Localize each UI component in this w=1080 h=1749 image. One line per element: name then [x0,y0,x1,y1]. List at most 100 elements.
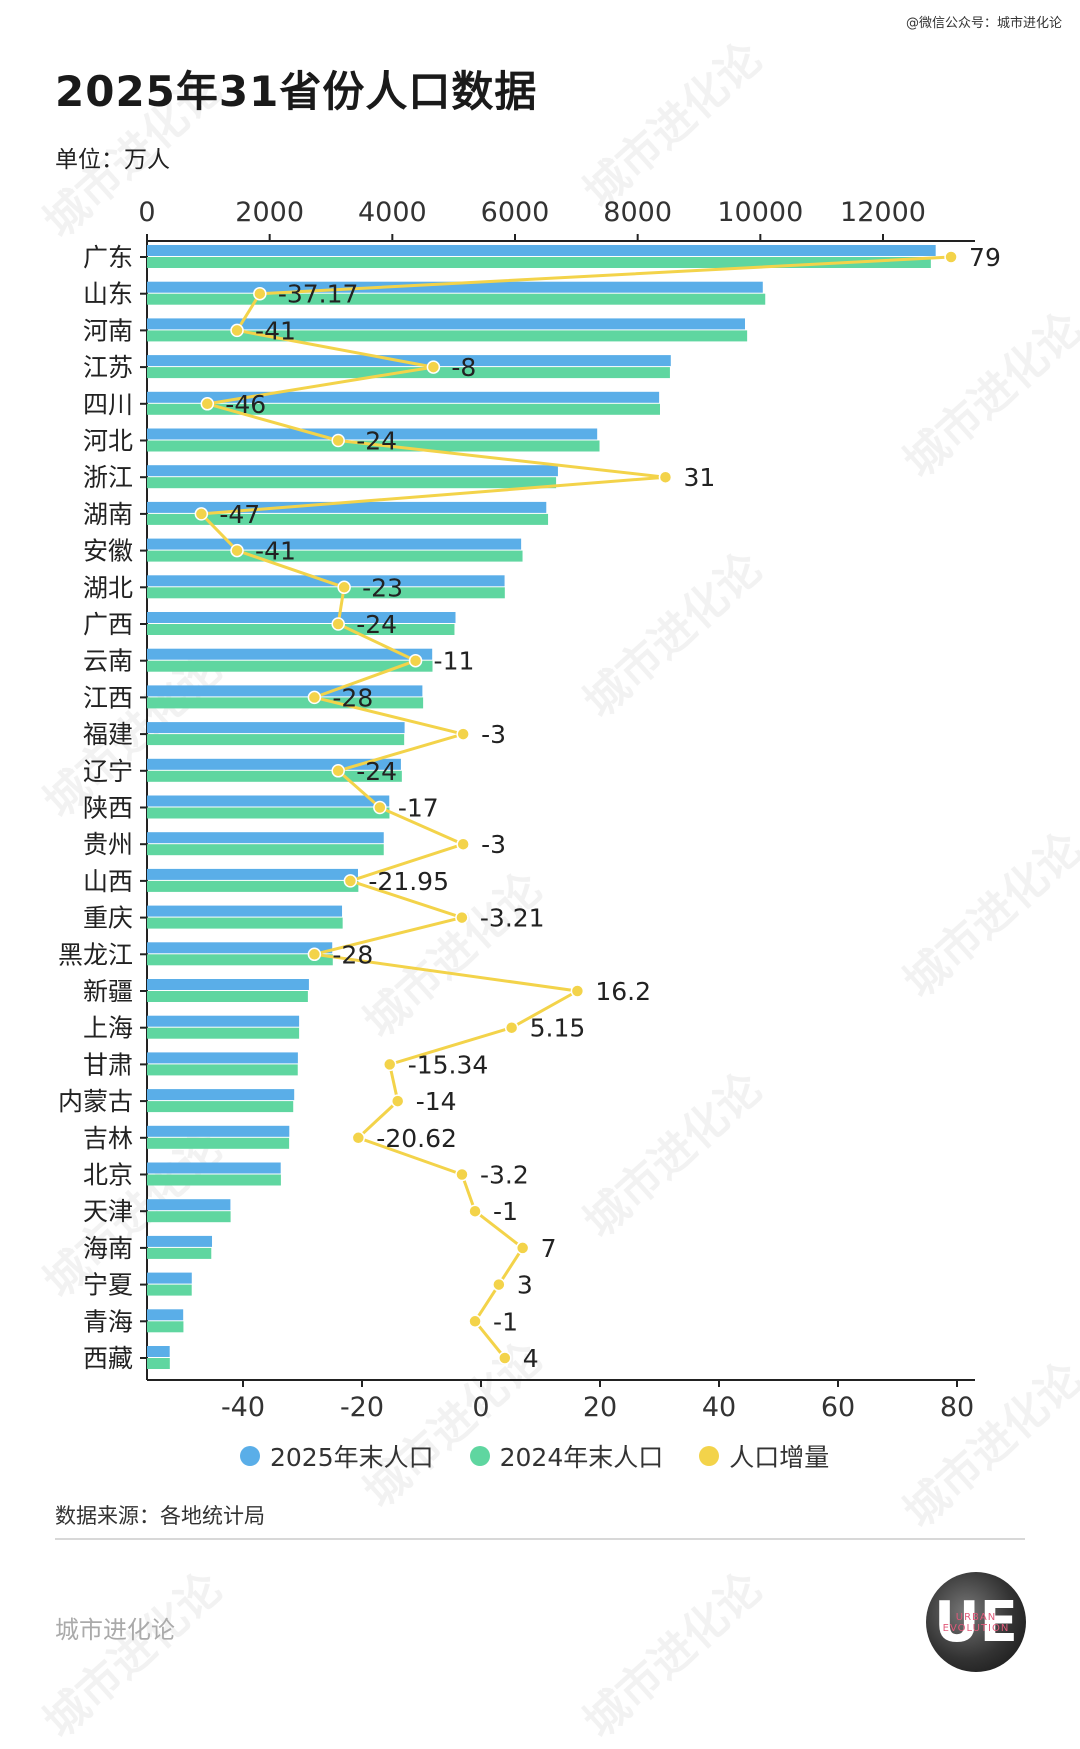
bar-2025 [147,648,433,660]
bar-2024 [147,917,343,929]
bar-2025 [147,538,522,550]
bar-2025 [147,1162,281,1174]
bottom-axis-tick-label: 20 [583,1392,617,1423]
increase-point [230,543,244,558]
increase-data-label: 79 [969,243,1001,272]
bar-2025 [147,1052,298,1064]
increase-point [253,286,267,301]
category-label: 宁夏 [83,1271,133,1300]
category-label: 山西 [83,867,133,896]
bar-2025 [147,685,423,697]
increase-data-label: 5.15 [530,1014,586,1043]
bar-2025 [147,868,358,880]
chart-title: 2025年31省份人口数据 [55,67,538,116]
increase-point [230,323,244,338]
increase-data-label: -3 [481,830,506,859]
bar-2025 [147,355,671,367]
bar-2025 [147,1199,231,1211]
bar-2024 [147,697,424,709]
bar-2025 [147,1125,290,1137]
bar-2025 [147,281,763,293]
bar-2025 [147,612,456,623]
bar-2024 [147,1174,281,1186]
bar-2024 [147,1247,212,1259]
increase-point [351,1131,366,1145]
increase-point [944,250,958,264]
bar-2025 [147,942,333,954]
bar-2024 [147,293,766,305]
top-axis-tick-label: 8000 [603,197,672,228]
legend-label-2025: 2025年末人口 [270,1443,434,1472]
category-label: 广东 [83,243,133,272]
brand-logo: UE [926,1572,1026,1672]
increase-point [658,470,673,484]
legend-swatch-2024 [469,1446,490,1466]
brand-logo-sub: URBAN EVOLUTION [942,1612,1010,1634]
increase-data-label: -1 [493,1307,518,1336]
bar-2024 [147,624,455,635]
legend-label-2024: 2024年末人口 [499,1443,664,1472]
bar-2024 [147,734,405,746]
category-label: 重庆 [83,904,133,933]
category-label: 黑龙江 [58,940,133,969]
category-label: 湖北 [83,573,133,602]
increase-point [504,1020,519,1035]
bar-2025 [147,391,660,403]
increase-data-label: -1 [493,1197,518,1226]
bar-2024 [147,1101,294,1113]
increase-point [498,1351,512,1365]
increase-data-label: 3 [517,1271,533,1300]
bar-2024 [147,550,523,562]
top-axis-tick-label: 4000 [358,197,427,228]
category-label: 天津 [83,1197,133,1226]
top-axis-tick-label: 12000 [840,197,926,228]
top-axis-tick-label: 10000 [717,197,803,228]
category-label: 河北 [83,427,133,456]
bar-2025 [147,1346,170,1357]
data-source: 数据来源：各地统计局 [55,1504,265,1528]
bar-2024 [147,954,333,966]
increase-data-label: -24 [356,757,397,786]
top-axis-tick-label: 2000 [235,197,304,228]
increase-data-label: -23 [362,573,403,602]
bar-2024 [147,770,402,782]
category-label: 安徽 [83,537,133,566]
bottom-axis-tick-label: -20 [340,1392,384,1423]
category-label: 山东 [83,280,133,309]
increase-point [455,1167,469,1182]
bottom-axis-tick-label: 80 [940,1392,974,1423]
increase-point [492,1277,506,1292]
bar-2025 [147,318,745,330]
category-label: 河南 [83,316,133,345]
legend-item-increase: 人口增量 [699,1438,829,1474]
category-label: 甘肃 [83,1050,133,1079]
increase-data-label: 16.2 [595,977,651,1006]
bar-2024 [147,257,931,268]
category-label: 海南 [83,1234,133,1263]
category-label: 湖南 [83,500,133,529]
bottom-axis-tick-label: 40 [702,1392,736,1423]
bar-2025 [147,905,343,917]
legend-item-2025: 2025年末人口 [240,1438,434,1474]
watermark-text: 城市进化论 [574,1562,772,1748]
category-label: 辽宁 [83,757,133,786]
bar-2025 [147,722,405,734]
increase-data-label: -14 [416,1087,457,1116]
bar-2024 [147,1358,170,1369]
increase-point [468,1204,482,1218]
category-label: 新疆 [83,977,133,1006]
increase-data-label: 7 [541,1234,557,1263]
increase-point [426,360,441,374]
increase-data-label: -20.62 [376,1124,457,1153]
increase-point [307,690,322,705]
top-axis-tick-label: 6000 [481,197,550,228]
increase-point [468,1314,482,1329]
increase-point [373,800,387,815]
category-label: 贵州 [83,830,133,859]
increase-point [331,433,345,448]
bar-2024 [147,1321,184,1333]
increase-data-label: -21.95 [368,867,449,896]
category-label: 陕西 [83,794,133,823]
bar-2024 [147,1137,290,1149]
increase-data-label: -41 [255,537,296,566]
